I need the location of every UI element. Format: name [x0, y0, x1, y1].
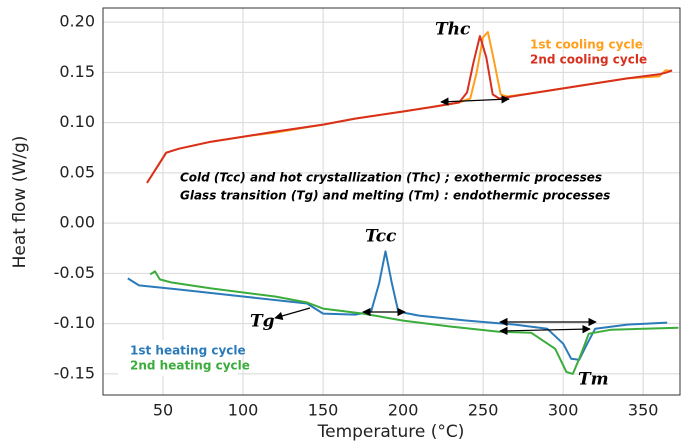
data-line [149, 270, 679, 375]
annotation: Glass transition (Tg) and melting (Tm) :… [180, 189, 610, 203]
x-tick-label: 250 [468, 401, 499, 420]
y-tick-label: 0.10 [59, 112, 95, 131]
legend-entry: 1st heating cycle [130, 344, 246, 358]
arrows [274, 95, 597, 336]
y-tick-label: -0.15 [54, 363, 95, 382]
annotation: Thc [435, 20, 471, 40]
y-tick-label: 0.05 [59, 162, 95, 181]
x-tick-label: 300 [548, 401, 579, 420]
legend-box [118, 340, 238, 376]
x-tick-label: 350 [628, 401, 659, 420]
y-tick-label: -0.05 [54, 263, 95, 282]
legend-entry: 2nd heating cycle [130, 359, 250, 373]
x-tick-label: 50 [153, 401, 173, 420]
y-tick-label: -0.10 [54, 313, 95, 332]
annotation: Tcc [365, 227, 397, 247]
y-tick-label: 0.15 [59, 62, 95, 81]
annotation: Tm [578, 370, 609, 390]
y-axis-label: Heat flow (W/g) [10, 136, 30, 269]
legend-entry: 2nd cooling cycle [530, 53, 647, 67]
x-tick-label: 200 [388, 401, 419, 420]
data-line [146, 35, 673, 184]
y-tick-label: 0.20 [59, 12, 95, 31]
legend-entry: 1st cooling cycle [530, 38, 643, 52]
x-tick-label: 100 [228, 401, 259, 420]
x-tick-label: 150 [308, 401, 339, 420]
y-tick-label: 0.00 [59, 213, 95, 232]
annotation: Tg [250, 312, 275, 332]
x-axis-label: Temperature (°C) [317, 422, 465, 441]
plot-frame [102, 7, 681, 396]
annotation: Cold (Tcc) and hot crystallization (Thc)… [180, 171, 602, 185]
